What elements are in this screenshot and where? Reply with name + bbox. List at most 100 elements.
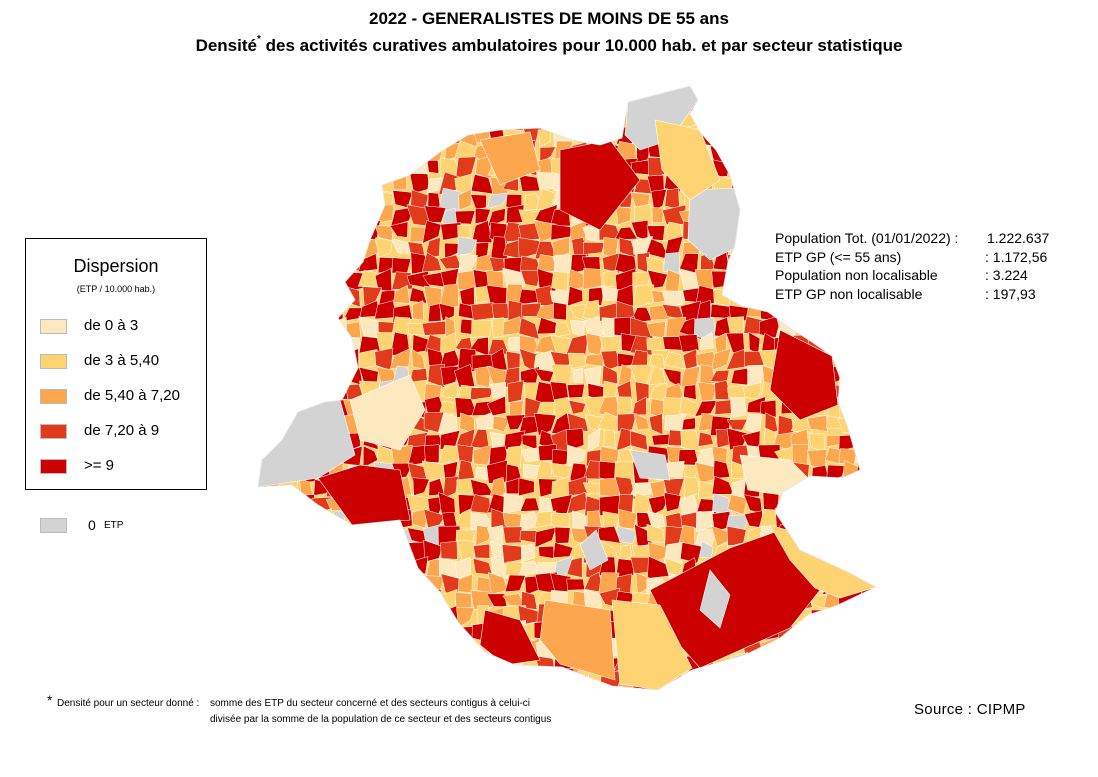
sector-cell	[392, 669, 412, 687]
sector-cell	[279, 176, 298, 197]
stat-label: Population Tot. (01/01/2022) :	[775, 230, 959, 246]
sector-cell	[502, 526, 523, 544]
sector-cell	[283, 380, 297, 404]
sector-cell	[294, 349, 313, 372]
sector-cell	[710, 110, 733, 129]
sector-cell	[507, 380, 525, 404]
sector-cell	[311, 300, 333, 321]
sector-cell	[470, 108, 494, 125]
sector-cell	[284, 591, 298, 611]
sector-cell	[489, 381, 506, 399]
sector-cell	[774, 670, 797, 686]
sector-cell	[582, 92, 602, 113]
sector-cell	[870, 332, 876, 350]
sector-cell	[651, 433, 670, 446]
sector-cell	[840, 316, 860, 337]
sector-cell	[746, 140, 765, 159]
sector-cell	[711, 270, 734, 289]
sector-cell	[453, 363, 475, 388]
sector-cell	[568, 689, 587, 690]
sector-cell	[374, 204, 394, 224]
sector-cell	[857, 349, 876, 371]
sector-cell	[470, 302, 494, 321]
stat-value: : 197,93	[985, 285, 1036, 302]
sector-cell	[328, 86, 349, 97]
sector-cell	[697, 381, 717, 402]
sector-cell	[567, 286, 583, 307]
sector-cell	[821, 526, 842, 547]
sector-cell	[823, 668, 846, 687]
sector-cell	[808, 113, 830, 132]
stat-value: : 1.172,56	[985, 248, 1048, 265]
sector-cell	[315, 236, 333, 260]
sector-cell	[761, 188, 781, 212]
sector-cell	[258, 156, 270, 178]
sector-cell	[427, 303, 442, 323]
sector-cell	[358, 610, 380, 626]
sector-cell	[793, 320, 814, 334]
sector-cell	[727, 494, 748, 515]
sector-cell	[470, 194, 487, 210]
sector-cell	[341, 577, 364, 594]
sector-cell	[536, 684, 557, 690]
sector-cell	[533, 86, 557, 97]
sector-cell	[821, 187, 842, 212]
sector-cell	[697, 431, 714, 447]
sector-cell	[282, 332, 302, 353]
sector-cell	[294, 591, 315, 610]
sector-cell	[444, 86, 459, 97]
sector-cell	[258, 284, 268, 305]
sector-cell	[310, 188, 332, 209]
sector-cell	[763, 286, 776, 307]
sector-cell	[263, 204, 286, 226]
sector-cell	[550, 92, 573, 116]
sector-cell	[444, 638, 458, 658]
sector-cell	[295, 542, 319, 563]
sector-cell	[615, 206, 632, 226]
sector-cell	[854, 155, 874, 177]
legend-label: de 0 à 3	[84, 317, 139, 334]
sector-cell	[315, 206, 335, 226]
sector-cell	[775, 193, 793, 208]
sector-cell	[258, 351, 266, 371]
sector-cell	[412, 477, 430, 496]
sector-cell	[632, 396, 647, 416]
sector-cell	[856, 317, 876, 340]
sector-cell	[794, 654, 811, 674]
sector-cell	[841, 334, 858, 352]
sector-cell	[747, 86, 762, 98]
sector-cell	[297, 635, 318, 657]
sector-cell	[391, 577, 411, 591]
sector-cell	[327, 654, 349, 675]
sector-cell	[678, 334, 700, 353]
sector-cell	[375, 109, 398, 132]
sector-cell	[874, 459, 876, 480]
sector-cell	[310, 113, 331, 128]
sector-cell	[345, 219, 362, 243]
sector-cell	[730, 397, 747, 418]
sector-cell	[842, 509, 862, 529]
sector-cell	[853, 191, 875, 207]
sector-cell	[456, 108, 472, 129]
sector-cell	[858, 397, 876, 416]
sector-cell	[313, 332, 328, 356]
sector-cell	[873, 571, 876, 596]
sector-cell	[313, 267, 332, 289]
sector-cell	[408, 123, 429, 145]
region-boundary	[257, 85, 877, 691]
sector-cell	[258, 144, 266, 164]
sector-cell	[775, 86, 796, 101]
sector-cell	[582, 86, 601, 95]
sector-cell	[873, 444, 876, 463]
sector-cell	[567, 412, 589, 432]
sector-cell	[536, 171, 558, 190]
sector-cell	[422, 652, 444, 676]
sector-cell	[267, 368, 284, 384]
sector-cell	[810, 609, 829, 622]
sector-cell	[825, 331, 845, 356]
sector-cell	[794, 86, 812, 97]
sector-cell	[858, 686, 876, 690]
sector-cell	[761, 124, 783, 149]
sector-cell	[265, 624, 280, 643]
sector-cell	[343, 640, 365, 657]
